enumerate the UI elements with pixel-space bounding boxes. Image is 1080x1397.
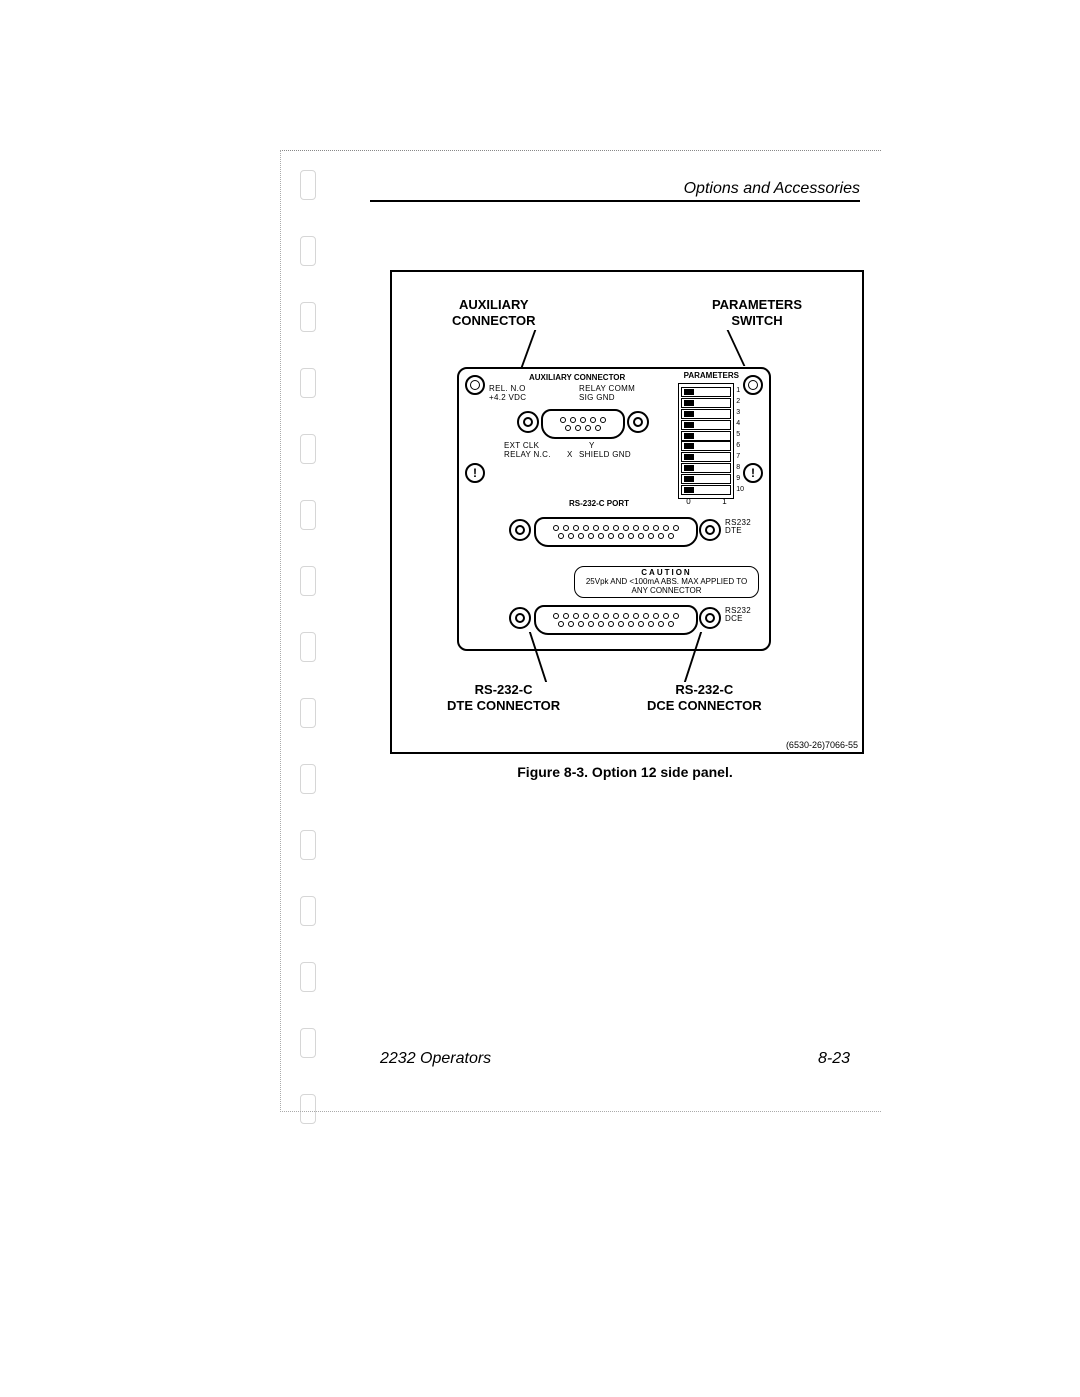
figure-frame: AUXILIARY CONNECTOR PARAMETERS SWITCH ! … [390, 270, 864, 754]
caution-box: CAUTION 25Vpk AND <100mA ABS. MAX APPLIE… [574, 566, 759, 598]
label-relay-nc: RELAY N.C. [504, 450, 551, 459]
callout-parameters-switch: PARAMETERS SWITCH [712, 297, 802, 328]
callout-dce-connector: RS-232-C DCE CONNECTOR [647, 682, 762, 713]
callout-line: RS-232-C [447, 682, 560, 698]
label-vdc: +4.2 VDC [489, 393, 526, 402]
callout-auxiliary-connector: AUXILIARY CONNECTOR [452, 297, 536, 328]
section-title: Options and Accessories [684, 180, 860, 198]
figure-caption: Figure 8-3. Option 12 side panel. [390, 764, 860, 780]
leader-line [727, 330, 746, 366]
dip-num: 3 [736, 407, 744, 418]
dip-switch [678, 383, 734, 499]
screw-icon [743, 375, 763, 395]
dip-num: 1 [736, 385, 744, 396]
footer-page-number: 8-23 [818, 1050, 850, 1068]
callout-line: CONNECTOR [452, 313, 536, 329]
dip-num: 9 [736, 473, 744, 484]
jackscrew-icon [509, 607, 531, 629]
label-relay-comm: RELAY COMM [579, 384, 635, 393]
dip-num: 5 [736, 429, 744, 440]
dip-num: 10 [736, 484, 744, 495]
warning-icon: ! [743, 463, 763, 483]
label-rel-no: REL. N.O [489, 384, 526, 393]
jackscrew-icon [699, 607, 721, 629]
callout-line: SWITCH [712, 313, 802, 329]
callout-line: PARAMETERS [712, 297, 802, 313]
header-rule [370, 200, 860, 202]
footer-manual-title: 2232 Operators [380, 1050, 491, 1068]
jackscrew-icon [699, 519, 721, 541]
db9-connector [541, 409, 625, 439]
callout-dte-connector: RS-232-C DTE CONNECTOR [447, 682, 560, 713]
label-shield-gnd: SHIELD GND [579, 450, 631, 459]
dip-axis-1: 1 [722, 497, 727, 506]
dip-num: 6 [736, 440, 744, 451]
jackscrew-icon [509, 519, 531, 541]
db25-dte-connector [534, 517, 698, 547]
jackscrew-icon [517, 411, 539, 433]
label-x: X [567, 450, 573, 459]
caution-body: 25Vpk AND <100mA ABS. MAX APPLIED TO ANY… [579, 578, 754, 596]
dip-num: 7 [736, 451, 744, 462]
label-ext-clk: EXT CLK [504, 441, 539, 450]
label-y: Y [589, 441, 595, 450]
label-sig-gnd: SIG GND [579, 393, 615, 402]
callout-line: DTE CONNECTOR [447, 698, 560, 714]
label-rs232-dce: RS232 DCE [725, 607, 769, 623]
dip-num: 4 [736, 418, 744, 429]
device-panel: ! ! AUXILIARY CONNECTOR REL. N.O +4.2 VD… [457, 367, 771, 651]
callout-line: DCE CONNECTOR [647, 698, 762, 714]
dip-numbers: 1 2 3 4 5 6 7 8 9 10 [736, 385, 744, 495]
dip-axis-0: 0 [686, 497, 691, 506]
callout-line: AUXILIARY [452, 297, 536, 313]
jackscrew-icon [627, 411, 649, 433]
leader-line [520, 330, 537, 370]
screw-icon [465, 375, 485, 395]
warning-icon: ! [465, 463, 485, 483]
dip-num: 2 [736, 396, 744, 407]
label-parameters: PARAMETERS [684, 371, 739, 380]
label-rs232c-port: RS-232-C PORT [569, 499, 629, 508]
callout-line: RS-232-C [647, 682, 762, 698]
dip-num: 8 [736, 462, 744, 473]
label-auxiliary-connector: AUXILIARY CONNECTOR [529, 373, 625, 382]
label-rs232-dte: RS232 DTE [725, 519, 769, 535]
figure-id: (6530-26)7066-55 [786, 740, 858, 750]
db25-dce-connector [534, 605, 698, 635]
